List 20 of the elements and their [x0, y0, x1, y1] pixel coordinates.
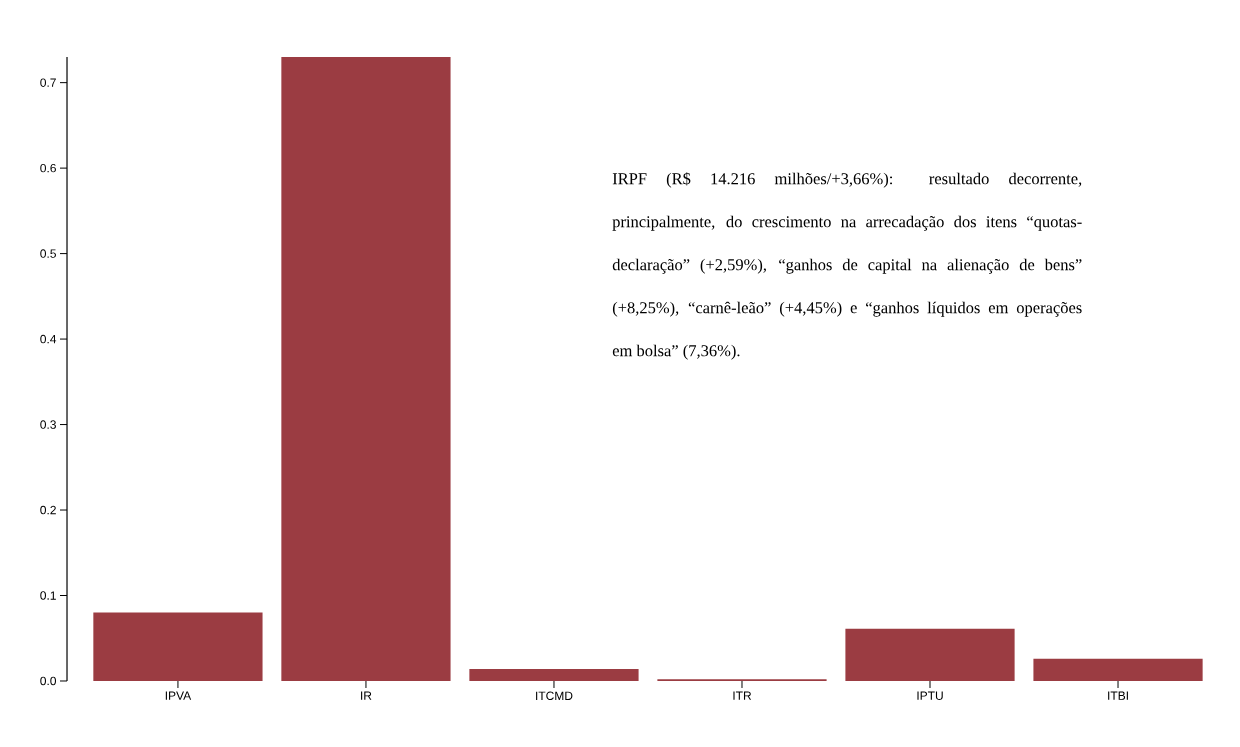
y-tick-label: 0.5 — [40, 249, 56, 258]
bar — [93, 612, 263, 681]
x-tick-label: ITR — [733, 691, 752, 700]
y-tick-label: 0.2 — [40, 505, 56, 515]
y-tick-label: 0.3 — [40, 420, 56, 429]
bar — [281, 57, 451, 681]
x-tick-label: ITCMD — [536, 691, 573, 701]
y-tick-label: 0.6 — [40, 163, 56, 173]
x-tick-label: IPVA — [165, 691, 192, 700]
x-tick-label: IPTU — [917, 691, 943, 700]
y-tick-label: 0.1 — [40, 591, 56, 600]
text: IRPF (R$ 14.216 milhões/+3,66%): resultado decorrente, principalmente, do crescimento na arrecadação dos itens “quotas-declaração” (+2,59%), “ganhos de capital na alienação de bens” (+8,25%), “carnê-leão” (+4,45%) e “ganhos líquidos em operações em bolsa” (7,36%). — [612, 172, 1082, 360]
y-tick-label: 0.0 — [40, 676, 57, 686]
y-tick-label: 0.4 — [40, 334, 57, 344]
x-tick-label: IR — [361, 691, 372, 700]
x-tick-label: ITBI — [1108, 691, 1128, 700]
bar — [469, 669, 639, 681]
bar — [1033, 658, 1203, 681]
bar — [845, 628, 1015, 681]
y-tick-label: 0.7 — [40, 78, 56, 87]
